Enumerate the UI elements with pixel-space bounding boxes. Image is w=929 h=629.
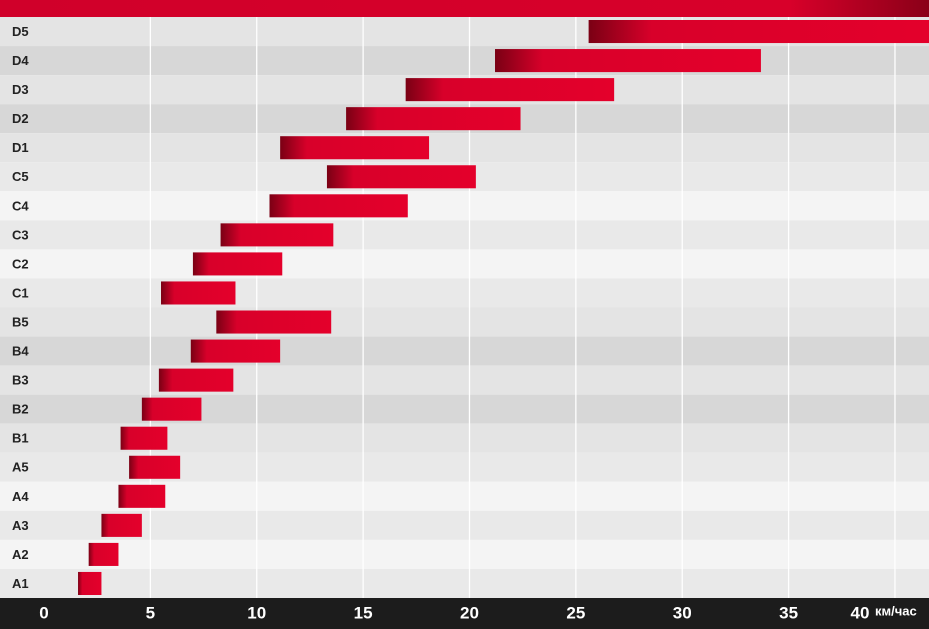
bar xyxy=(190,339,281,363)
row-band xyxy=(0,249,929,279)
bar xyxy=(326,165,476,189)
x-axis-label: км/час xyxy=(875,603,917,618)
bar xyxy=(495,49,761,73)
row-band xyxy=(0,365,929,395)
bar xyxy=(88,542,119,566)
x-tick-label: 30 xyxy=(673,603,692,622)
category-label: D5 xyxy=(12,24,29,39)
bar xyxy=(101,513,142,537)
row-band xyxy=(0,191,929,221)
row-band xyxy=(0,336,929,366)
bar xyxy=(78,571,102,595)
category-label: A1 xyxy=(12,576,29,591)
bar xyxy=(280,136,430,160)
category-label: B5 xyxy=(12,314,29,329)
category-label: C2 xyxy=(12,256,29,271)
x-tick-label: 40 xyxy=(851,603,870,622)
row-band xyxy=(0,278,929,308)
row-band xyxy=(0,510,929,540)
category-label: C5 xyxy=(12,169,29,184)
bar xyxy=(120,426,168,450)
category-label: A4 xyxy=(12,489,29,504)
x-axis-band xyxy=(0,598,929,629)
category-label: D4 xyxy=(12,53,29,68)
x-tick-label: 10 xyxy=(247,603,266,622)
category-label: A5 xyxy=(12,460,29,475)
row-band xyxy=(0,539,929,569)
category-label: C1 xyxy=(12,285,29,300)
category-label: B4 xyxy=(12,344,29,359)
bar xyxy=(216,310,332,334)
category-label: B2 xyxy=(12,402,29,417)
bar xyxy=(141,397,202,421)
bar xyxy=(158,368,234,392)
bar xyxy=(588,20,929,44)
bar xyxy=(161,281,236,305)
bar xyxy=(220,223,334,247)
row-band xyxy=(0,307,929,337)
category-label: D1 xyxy=(12,140,29,155)
header-bar xyxy=(0,0,929,17)
category-label: D3 xyxy=(12,82,29,97)
row-band xyxy=(0,220,929,250)
bar xyxy=(269,194,408,218)
category-label: D2 xyxy=(12,111,29,126)
category-label: B3 xyxy=(12,373,29,388)
row-band xyxy=(0,133,929,163)
row-band xyxy=(0,46,929,76)
category-label: C4 xyxy=(12,198,29,213)
row-band xyxy=(0,568,929,598)
bar xyxy=(405,78,615,102)
category-label: C3 xyxy=(12,227,29,242)
bar xyxy=(129,455,181,479)
category-label: B1 xyxy=(12,431,29,446)
x-tick-label: 20 xyxy=(460,603,479,622)
bar xyxy=(192,252,283,276)
bar xyxy=(118,484,166,508)
x-tick-label: 5 xyxy=(146,603,155,622)
x-tick-label: 15 xyxy=(354,603,373,622)
row-band xyxy=(0,394,929,424)
x-tick-label: 25 xyxy=(566,603,585,622)
bar xyxy=(346,107,521,131)
category-label: A3 xyxy=(12,518,29,533)
x-tick-label: 35 xyxy=(779,603,798,622)
category-label: A2 xyxy=(12,547,29,562)
x-tick-label: 0 xyxy=(39,603,48,622)
